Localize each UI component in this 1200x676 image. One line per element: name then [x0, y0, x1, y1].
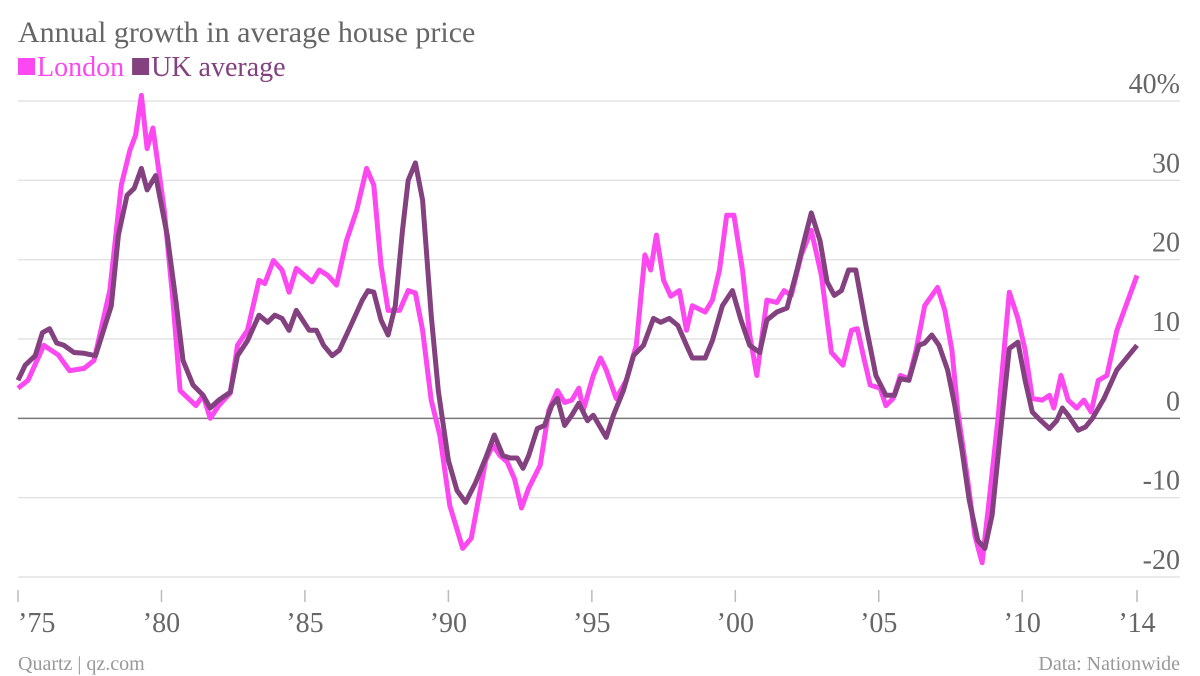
y-tick-label: 20: [1152, 228, 1180, 259]
x-tick-label: ’05: [860, 608, 897, 639]
credit: Data: Nationwide: [1038, 653, 1180, 675]
y-tick-label: -10: [1143, 466, 1180, 497]
chart-title: Annual growth in average house price: [18, 16, 475, 49]
source: Quartz | qz.com: [18, 653, 145, 675]
x-tick-label: ’75: [18, 608, 55, 639]
y-tick-label: 10: [1152, 307, 1180, 338]
y-tick-label: -20: [1143, 545, 1180, 576]
legend-swatch: [132, 58, 150, 75]
x-tick-label: ’14: [1118, 608, 1155, 639]
x-tick-label: ’95: [573, 608, 610, 639]
series-line: [15, 160, 1139, 551]
y-tick-label: 30: [1152, 148, 1180, 179]
y-tick-label: 40%: [1129, 69, 1180, 100]
legend-label: UK average: [151, 52, 285, 83]
x-tick-label: ’80: [143, 608, 180, 639]
y-tick-label: 0: [1166, 386, 1180, 417]
x-tick-label: ’00: [717, 608, 754, 639]
x-tick-label: ’90: [430, 608, 467, 639]
legend-swatch: [18, 58, 35, 75]
x-tick-label: ’85: [286, 608, 323, 639]
x-tick-label: ’10: [1004, 608, 1041, 639]
legend-label: London: [37, 52, 124, 83]
